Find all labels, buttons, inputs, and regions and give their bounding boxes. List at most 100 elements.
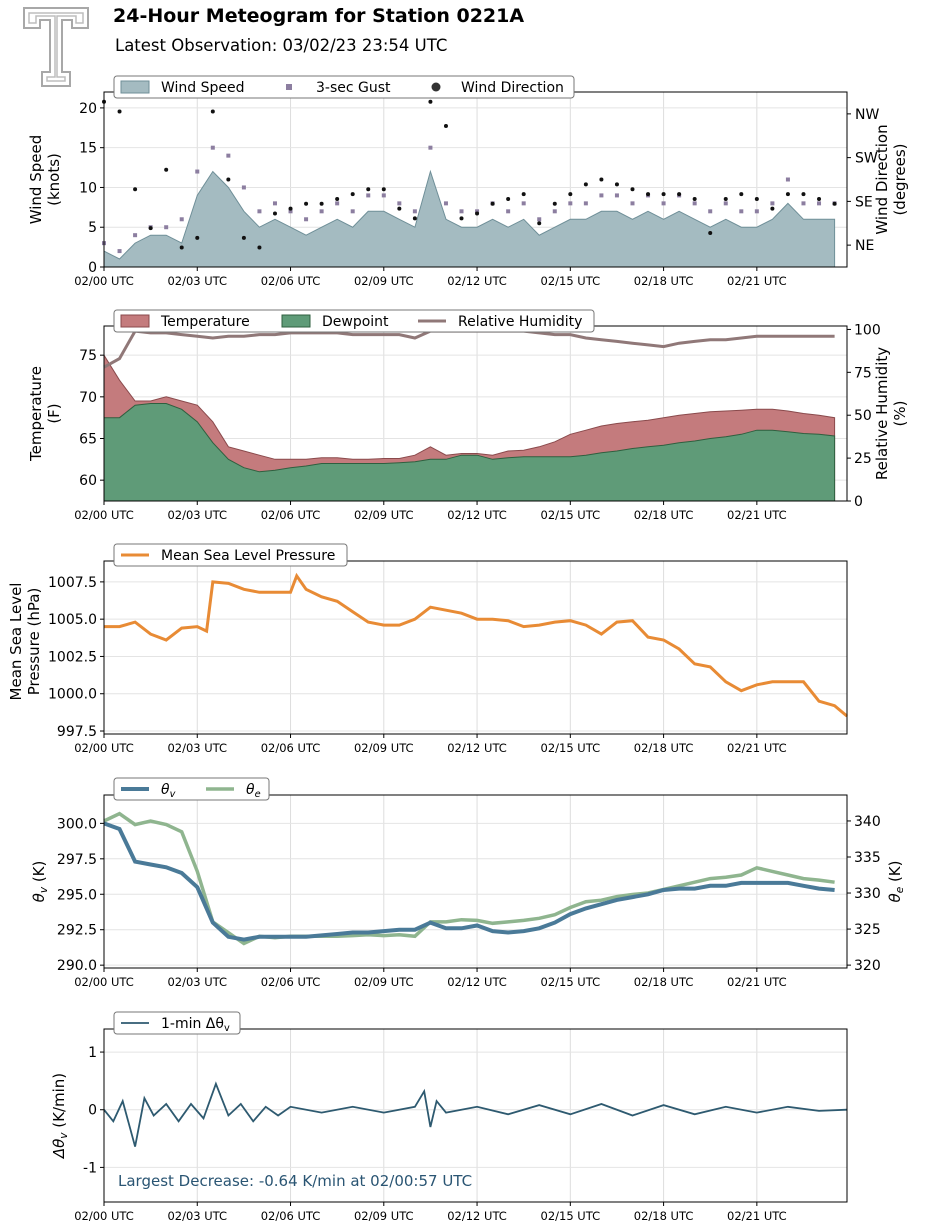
wind-direction-point: [832, 201, 837, 206]
legend-rh-label: Relative Humidity: [458, 314, 582, 330]
y-tick-label: 0: [854, 494, 863, 510]
x-tick-label: 02/12 UTC: [447, 1209, 507, 1223]
wind-direction-point: [770, 206, 775, 211]
y-tick-label: 1007.5: [48, 575, 97, 591]
wind-direction-point: [288, 206, 293, 211]
x-tick-label: 02/15 UTC: [541, 1209, 601, 1223]
pressure-line: [104, 572, 848, 718]
legend-box: [113, 75, 575, 99]
legend-gust-swatch: [286, 84, 292, 90]
gust-point: [754, 209, 759, 214]
x-tick-label: 02/18 UTC: [634, 975, 694, 989]
legend-dtheta-label: 1-min Δθv: [161, 1016, 230, 1034]
x-tick-label: 02/03 UTC: [167, 274, 227, 288]
gust-point: [661, 201, 666, 206]
y-axis-label: Temperature(F): [27, 366, 63, 462]
x-tick-label: 02/09 UTC: [354, 1209, 414, 1223]
gust-point: [770, 201, 775, 206]
y2-tick-label: SW: [855, 151, 878, 167]
y-tick-label: 295.0: [57, 887, 97, 903]
legend-theta-v-label: θv: [161, 782, 176, 800]
wind-direction-point: [475, 211, 480, 216]
gust-point: [164, 225, 169, 230]
y-tick-label: 1002.5: [48, 649, 97, 665]
dtheta-line: [103, 1081, 848, 1147]
y-axis-label: Wind Speed(knots): [27, 135, 63, 225]
legend-box: [113, 1011, 241, 1035]
gust-point: [475, 209, 480, 214]
gust-point: [241, 185, 246, 190]
wind-direction-point: [195, 235, 200, 240]
x-tick-label: 02/09 UTC: [354, 975, 414, 989]
legend-wind-speed-label: Wind Speed: [161, 80, 245, 96]
y-tick-label: 60: [79, 473, 97, 489]
x-tick-label: 02/18 UTC: [634, 508, 694, 522]
y-tick-label: 75: [79, 348, 97, 364]
header: 24-Hour Meteogram for Station 0221A Late…: [0, 0, 927, 90]
theta-e-line: [103, 811, 835, 946]
wind-direction-point: [692, 196, 697, 201]
wind-direction-point: [366, 187, 371, 192]
plot-frame: [103, 1028, 848, 1203]
y-tick-label: 300.0: [57, 816, 97, 832]
y-tick-label: 290.0: [57, 958, 97, 974]
theta-panel: 02/00 UTC 02/03 UTC 02/06 UTC 02/09 UTC 02/1…: [30, 777, 906, 989]
y-tick-label: 50: [854, 408, 872, 424]
plot-frame: [103, 794, 848, 969]
y-tick-label: 1000.0: [48, 687, 97, 703]
wind-direction-point: [599, 177, 604, 182]
y2-tick-label: NW: [855, 107, 879, 123]
legend-theta-e-label: θe: [246, 782, 261, 800]
y-tick-label: 320: [854, 958, 881, 974]
x-tick-label: 02/06 UTC: [261, 975, 321, 989]
y2-axis-label: Relative Humidity(%): [873, 347, 909, 480]
y2-axis-label: θe (K): [886, 861, 906, 903]
legend-dewpoint-label: Dewpoint: [322, 314, 389, 330]
wind-direction-point: [459, 216, 464, 221]
gust-point: [366, 193, 371, 198]
y-tick-label: 100: [854, 322, 881, 338]
x-tick-label: 02/12 UTC: [447, 741, 507, 755]
x-tick-label: 02/06 UTC: [261, 1209, 321, 1223]
wind-direction-point: [443, 124, 448, 129]
gust-point: [537, 217, 542, 222]
x-tick-label: 02/21 UTC: [727, 1209, 787, 1223]
wind-direction-point: [335, 196, 340, 201]
gust-point: [428, 145, 433, 150]
gust-point: [350, 209, 355, 214]
wind-direction-point: [754, 196, 759, 201]
x-tick-label: 02/21 UTC: [727, 274, 787, 288]
wind-direction-point: [257, 245, 262, 250]
y2-tick-label: SE: [855, 194, 873, 210]
wind-direction-point: [226, 177, 231, 182]
x-tick-label: 02/03 UTC: [167, 1209, 227, 1223]
wind-speed-area: [103, 169, 836, 268]
wind-direction-point: [412, 216, 417, 221]
y-tick-label: 75: [854, 365, 872, 381]
wind-direction-point: [537, 221, 542, 226]
wind-direction-point: [319, 201, 324, 206]
gust-point: [521, 201, 526, 206]
y-tick-label: 20: [79, 101, 97, 117]
x-tick-label: 02/15 UTC: [541, 274, 601, 288]
y-tick-label: 25: [854, 451, 872, 467]
gust-point: [583, 201, 588, 206]
legend-temperature-label: Temperature: [160, 314, 250, 330]
gust-point: [692, 201, 697, 206]
legend-wind-speed-swatch: [120, 80, 150, 94]
y-tick-label: 1005.0: [48, 612, 97, 628]
gust-point: [210, 145, 215, 150]
wind-direction-point: [164, 167, 169, 172]
legend-temperature-swatch: [120, 314, 150, 328]
x-tick-label: 02/03 UTC: [167, 508, 227, 522]
wind-direction-point: [350, 192, 355, 197]
y-tick-label: 1: [88, 1045, 97, 1061]
gust-point: [397, 201, 402, 206]
dtheta-panel: 02/00 UTC 02/03 UTC 02/06 UTC 02/09 UTC 02/1…: [50, 1011, 848, 1223]
wind-panel: 02/00 UTC 02/03 UTC 02/06 UTC 02/09 UTC 02/1…: [27, 75, 909, 288]
wind-direction-point: [272, 211, 277, 216]
x-tick-label: 02/06 UTC: [261, 741, 321, 755]
x-tick-label: 02/00 UTC: [74, 508, 134, 522]
wind-direction-point: [630, 187, 635, 192]
wind-direction-point: [210, 109, 215, 114]
